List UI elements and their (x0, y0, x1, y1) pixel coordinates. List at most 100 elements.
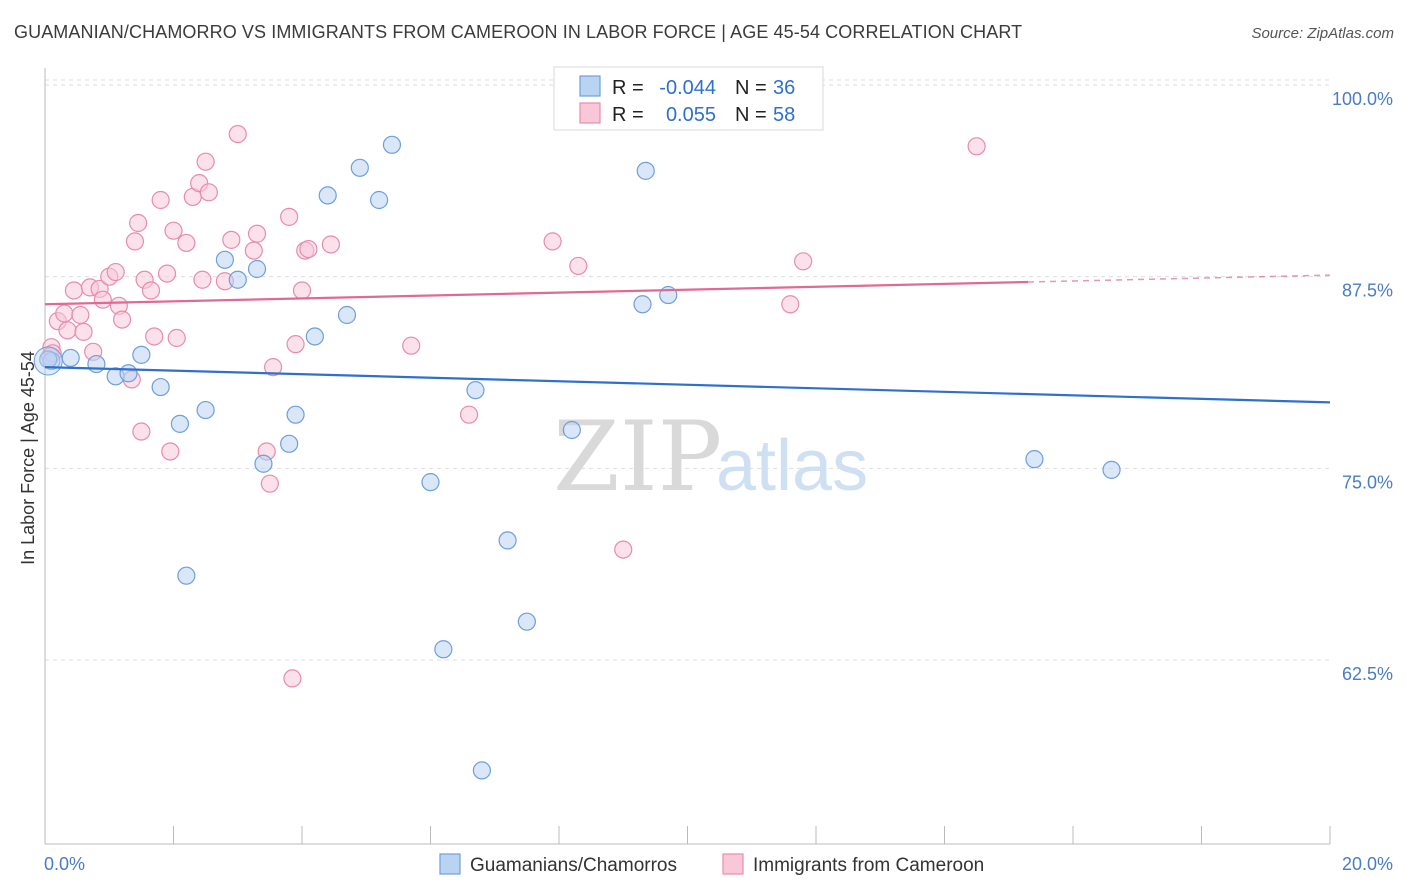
legend-swatch-blue (579, 75, 601, 97)
guamanian-cluster-point (33, 346, 63, 376)
guamanian-point-23 (434, 640, 453, 659)
cameroon-point-5 (71, 305, 90, 325)
cameroon-point-22 (151, 190, 170, 210)
cameroon-point-3 (58, 321, 77, 340)
cameroon-point-37 (247, 224, 267, 243)
cameroon-point-32 (199, 183, 218, 202)
cameroon-point-42 (283, 669, 302, 688)
cameroon-point-25 (164, 221, 183, 240)
trend-lines (44, 274, 1331, 404)
trend-line-cameroon-extension (1028, 274, 1331, 283)
guamanian-point-22 (421, 473, 440, 492)
cameroon-point-39 (260, 474, 279, 493)
chart-source: Source: ZipAtlas.com (1251, 25, 1394, 42)
x-tick-label-0: 0.0% (44, 854, 85, 874)
cameroon-point-31 (196, 152, 215, 171)
cameroon-point-35 (228, 124, 247, 144)
cameroon-point-53 (781, 295, 800, 314)
watermark-zip: ZIP (553, 401, 722, 513)
watermark: ZIP atlas (553, 401, 868, 513)
guamanian-point-19 (350, 158, 369, 177)
legend-r-value-2: 0.055 (666, 104, 716, 126)
legend-r-label-1: R = (612, 77, 644, 99)
cameroon-point-21 (145, 327, 164, 346)
cameroon-point-12 (106, 262, 125, 282)
cameroon-point-44 (292, 281, 312, 300)
guamanian-point-11 (228, 270, 247, 289)
guamanian-point-34 (1102, 460, 1121, 479)
y-axis-label: In Labor Force | Age 45-54 (18, 351, 38, 565)
guamanian-point-10 (215, 250, 234, 269)
series-guamanian-points (33, 75, 1121, 780)
cameroon-point-16 (125, 232, 145, 251)
bottom-legend-swatch-blue (439, 853, 461, 875)
cameroon-point-2 (55, 304, 74, 323)
cameroon-point-24 (161, 442, 180, 461)
legend-swatch-pink (579, 102, 601, 124)
guamanian-point-20 (370, 190, 389, 210)
cameroon-point-55 (967, 137, 986, 156)
y-tick-label-2: 87.5% (1342, 281, 1393, 301)
y-tick-label-1: 75.0% (1342, 472, 1393, 492)
cameroon-point-26 (167, 328, 186, 348)
x-tick-labels: 0.0% 20.0% (44, 854, 1393, 874)
guamanian-point-18 (337, 305, 357, 325)
cameroon-point-49 (459, 405, 479, 424)
chart-title: GUAMANIAN/CHAMORRO VS IMMIGRANTS FROM CA… (14, 22, 1023, 42)
cameroon-point-10 (93, 290, 112, 309)
axes (44, 68, 1331, 845)
cameroon-point-52 (614, 540, 633, 559)
correlation-legend: R = -0.044 N = 36 R = 0.055 N = 58 (553, 66, 824, 131)
cameroon-point-36 (244, 241, 263, 260)
series-cameroon-points (41, 124, 986, 688)
legend-n-label-1: N = (735, 77, 767, 99)
trend-line-guamanian (44, 366, 1331, 404)
cameroon-point-18 (132, 422, 151, 441)
cameroon-point-20 (141, 281, 161, 300)
guamanian-point-17 (318, 186, 337, 205)
cameroon-point-46 (299, 239, 318, 259)
cameroon-point-6 (74, 322, 93, 341)
y-tick-label-3: 100.0% (1332, 89, 1393, 109)
guamanian-point-8 (177, 566, 196, 585)
legend-n-label-2: N = (735, 104, 767, 126)
guamanian-point-5 (132, 345, 151, 364)
cameroon-point-30 (193, 270, 212, 289)
cameroon-point-48 (402, 336, 421, 355)
legend-n-value-1: 36 (773, 77, 795, 99)
guamanian-point-6 (151, 377, 170, 397)
guamanian-point-13 (254, 454, 273, 473)
guamanian-point-27 (517, 612, 536, 631)
guamanian-point-26 (498, 531, 517, 550)
cameroon-point-27 (177, 233, 196, 253)
cameroon-point-54 (794, 252, 813, 271)
cameroon-point-40 (263, 358, 283, 377)
cameroon-point-41 (280, 207, 299, 226)
cameroon-point-51 (569, 256, 588, 276)
guamanian-point-24 (466, 381, 485, 400)
guamanian-point-30 (636, 161, 655, 180)
guamanian-point-33 (1025, 450, 1044, 469)
bottom-legend-swatch-pink (722, 853, 744, 875)
guamanian-point-12 (247, 259, 267, 279)
guamanian-point-16 (305, 327, 324, 346)
bottom-legend-label-cameroon: Immigrants from Cameroon (753, 855, 984, 876)
guamanian-point-9 (196, 400, 215, 420)
legend-r-label-2: R = (612, 104, 644, 126)
legend-r-value-1: -0.044 (659, 77, 716, 99)
guamanian-point-2 (87, 354, 106, 374)
guamanian-point-4 (119, 364, 138, 383)
guamanian-point-28 (562, 420, 581, 440)
guamanian-point-25 (472, 761, 491, 780)
guamanian-point-29 (633, 295, 652, 314)
cameroon-point-17 (129, 213, 148, 233)
guamanian-point-1 (61, 348, 80, 368)
legend-n-value-2: 58 (773, 104, 795, 126)
cameroon-point-34 (222, 230, 241, 249)
guamanian-point-15 (286, 405, 305, 424)
guamanian-point-14 (280, 434, 299, 453)
cameroon-point-47 (321, 235, 341, 254)
cameroon-point-43 (286, 335, 305, 354)
cameroon-point-23 (157, 264, 177, 283)
